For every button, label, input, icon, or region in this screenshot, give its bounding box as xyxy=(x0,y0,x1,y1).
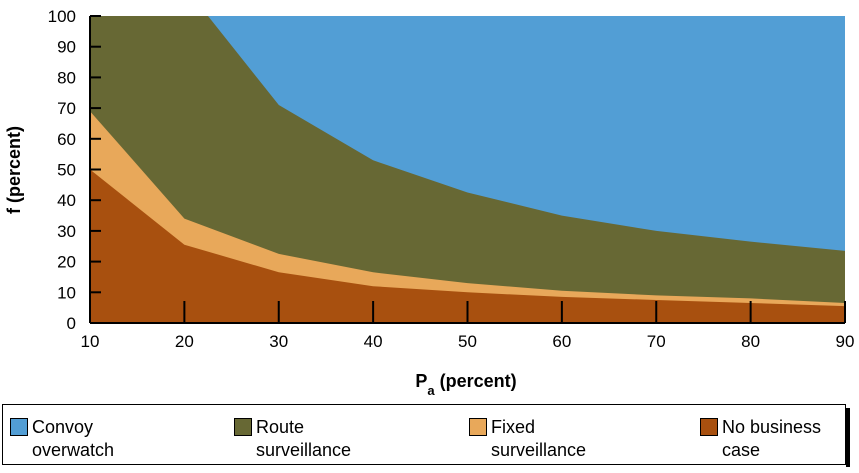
x-tick-label-90: 90 xyxy=(836,332,855,351)
x-axis-label: Pa (percent) xyxy=(415,371,516,398)
y-tick-label-100: 100 xyxy=(48,7,76,26)
legend-label-route-surveillance: Route surveillance xyxy=(256,417,352,460)
y-tick-label-70: 70 xyxy=(57,99,76,118)
x-tick-label-60: 60 xyxy=(552,332,571,351)
y-tick-label-40: 40 xyxy=(57,191,76,210)
x-tick-label-20: 20 xyxy=(175,332,194,351)
x-tick-label-80: 80 xyxy=(741,332,760,351)
x-tick-label-70: 70 xyxy=(647,332,666,351)
axes: 0 10 20 30 40 50 60 70 80 90 100 10 20 30 40 50 60 70 80 90 xyxy=(48,7,855,351)
legend: Convoy overwatch Route surveillance Fixe… xyxy=(2,404,846,465)
legend-label-no-business-case: No business case xyxy=(722,417,822,460)
area-route-surveillance xyxy=(90,16,845,323)
y-tick-label-80: 80 xyxy=(57,68,76,87)
y-axis-label: f (percent) xyxy=(4,126,24,214)
y-tick-label-20: 20 xyxy=(57,253,76,272)
legend-swatch-no-business-case xyxy=(700,418,718,436)
x-tick-label-30: 30 xyxy=(269,332,288,351)
legend-shadow xyxy=(846,408,850,467)
x-tick-label-50: 50 xyxy=(458,332,477,351)
x-tick-label-10: 10 xyxy=(81,332,100,351)
x-tick-label-40: 40 xyxy=(364,332,383,351)
y-tick-label-90: 90 xyxy=(57,38,76,57)
y-tick-label-10: 10 xyxy=(57,283,76,302)
legend-swatch-convoy-overwatch xyxy=(10,418,28,436)
y-tick-label-60: 60 xyxy=(57,130,76,149)
legend-label-fixed-surveillance: Fixed surveillance xyxy=(491,417,587,460)
area-layers xyxy=(90,16,845,323)
y-tick-label-30: 30 xyxy=(57,222,76,241)
area-chart: 0 10 20 30 40 50 60 70 80 90 100 10 20 30 40 50 60 70 80 90… xyxy=(4,7,855,398)
area-no-business-case xyxy=(90,169,845,323)
legend-label-convoy-overwatch: Convoy overwatch xyxy=(32,417,115,460)
area-fixed-surveillance xyxy=(90,111,845,323)
legend-swatch-fixed-surveillance xyxy=(469,418,487,436)
legend-swatch-route-surveillance xyxy=(234,418,252,436)
y-tick-label-0: 0 xyxy=(67,314,76,333)
y-tick-label-50: 50 xyxy=(57,161,76,180)
